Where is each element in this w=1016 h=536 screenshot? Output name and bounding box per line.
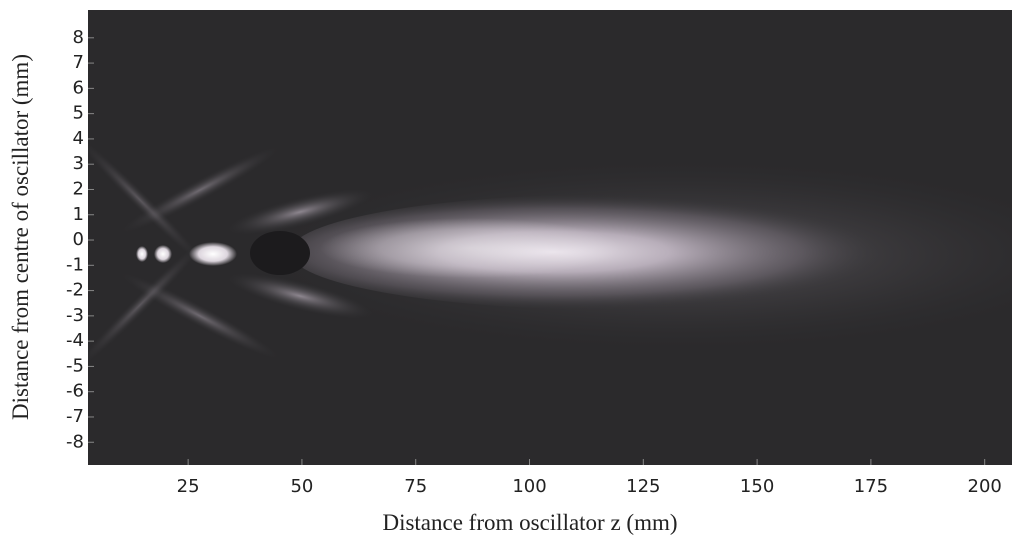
y-tick-label: -6 [66, 381, 84, 402]
y-tick-label: 5 [73, 103, 84, 124]
y-tick-label: -2 [66, 280, 84, 301]
x-axis-label: Distance from oscillator z (mm) [382, 510, 677, 535]
x-tick-label: 50 [290, 476, 313, 497]
y-tick-label: -5 [66, 355, 84, 376]
y-tick-label: 8 [73, 27, 84, 48]
y-tick-label: 1 [73, 204, 84, 225]
y-tick-label: -7 [66, 406, 84, 427]
x-tick-label: 75 [404, 476, 427, 497]
y-tick-label: 6 [73, 77, 84, 98]
x-tick-label: 125 [626, 476, 660, 497]
y-tick-label: -3 [66, 305, 84, 326]
y-tick-label: -8 [66, 431, 84, 452]
x-tick-label: 25 [177, 476, 200, 497]
y-tick-label: 0 [73, 229, 84, 250]
y-tick-label: 3 [73, 153, 84, 174]
field-image [88, 10, 1012, 465]
y-tick-label: 4 [73, 128, 84, 149]
y-tick-label: 7 [73, 52, 84, 73]
x-tick-label: 175 [854, 476, 888, 497]
x-tick-label: 100 [512, 476, 546, 497]
y-axis-label: Distance from centre of oscillator (mm) [8, 54, 33, 420]
y-tick-label: 2 [73, 178, 84, 199]
x-tick-label: 200 [968, 476, 1002, 497]
x-tick-label: 150 [740, 476, 774, 497]
y-tick-label: -1 [66, 254, 84, 275]
y-tick-label: -4 [66, 330, 84, 351]
